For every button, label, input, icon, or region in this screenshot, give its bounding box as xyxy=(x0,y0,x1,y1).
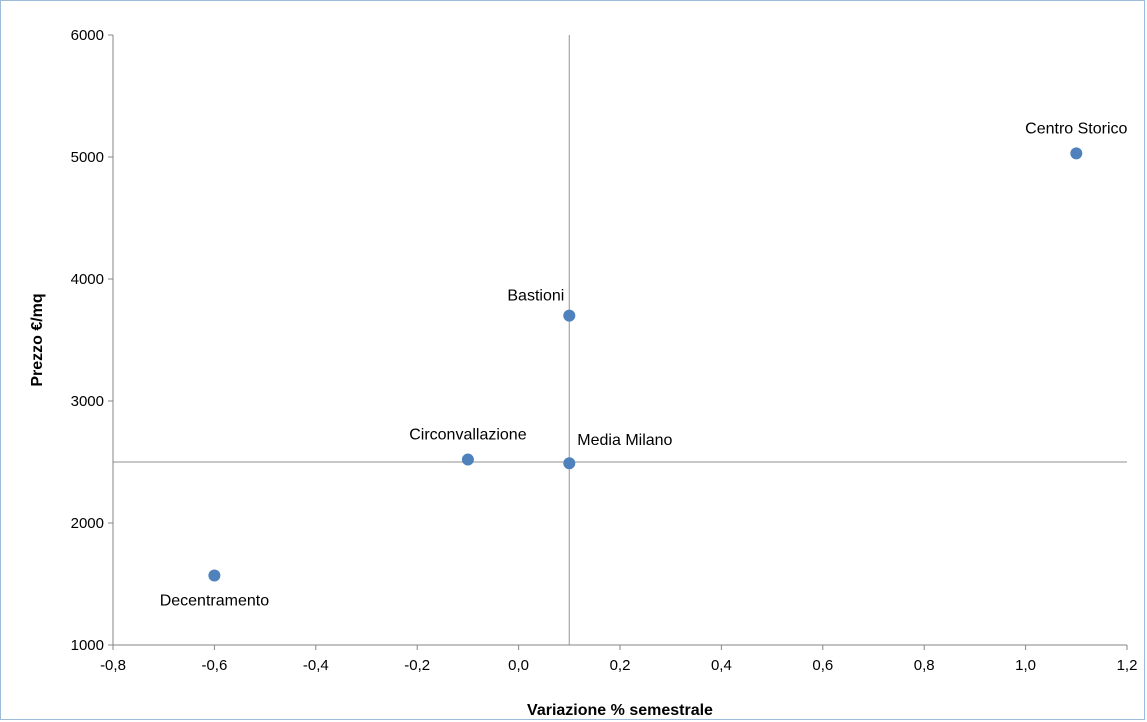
x-tick-label: -0,6 xyxy=(201,657,227,674)
x-tick-label: -0,4 xyxy=(303,657,329,674)
data-point xyxy=(208,569,221,582)
data-point xyxy=(563,309,576,322)
y-tick-label: 3000 xyxy=(71,393,104,410)
data-label: Bastioni xyxy=(507,288,564,305)
y-tick-label: 5000 xyxy=(71,149,104,166)
x-tick-label: -0,8 xyxy=(100,657,126,674)
data-point xyxy=(461,453,474,466)
data-point xyxy=(563,457,576,470)
y-tick-label: 2000 xyxy=(71,515,104,532)
data-label: Circonvallazione xyxy=(409,427,526,444)
x-tick-label: 0,4 xyxy=(711,657,732,674)
y-axis-title: Prezzo €/mq xyxy=(29,293,46,386)
data-label: Centro Storico xyxy=(1025,120,1127,137)
x-tick-label: 1,2 xyxy=(1117,657,1138,674)
x-axis-title: Variazione % semestrale xyxy=(527,702,713,719)
x-tick-label: 0,6 xyxy=(812,657,833,674)
data-label: Media Milano xyxy=(577,432,672,449)
x-tick-label: 0,2 xyxy=(610,657,631,674)
x-tick-label: 0,8 xyxy=(914,657,935,674)
y-tick-label: 6000 xyxy=(71,27,104,44)
x-tick-label: 1,0 xyxy=(1015,657,1036,674)
data-point xyxy=(1070,147,1083,160)
data-label: Decentramento xyxy=(160,592,269,609)
x-tick-label: -0,2 xyxy=(404,657,430,674)
x-tick-label: 0,0 xyxy=(508,657,529,674)
y-tick-label: 4000 xyxy=(71,271,104,288)
y-tick-label: 1000 xyxy=(71,637,104,654)
